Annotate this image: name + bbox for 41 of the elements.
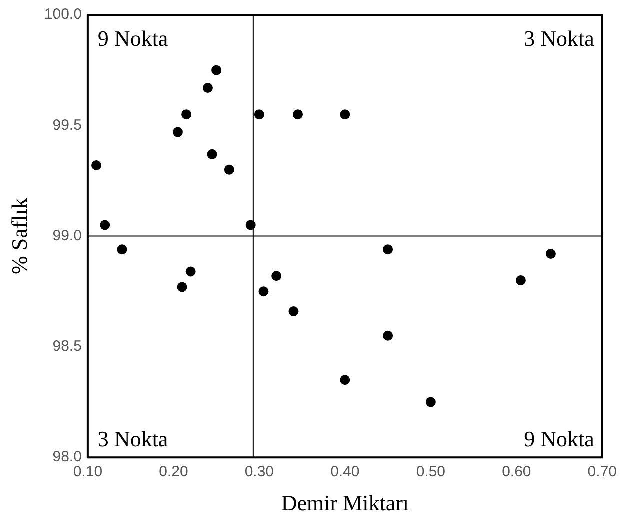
point	[546, 249, 556, 260]
point	[426, 397, 436, 408]
point	[272, 271, 282, 282]
point	[172, 127, 183, 138]
y-tick-label: 98.0	[52, 448, 82, 466]
annotation: 3 Nokta	[524, 26, 595, 51]
point	[383, 244, 394, 255]
x-tick-label: 0.60	[502, 464, 532, 481]
annotation: 9 Nokta	[98, 26, 168, 51]
point	[224, 164, 234, 175]
point	[340, 110, 350, 120]
point	[288, 306, 299, 317]
point	[100, 220, 110, 230]
x-tick-label: 0.70	[588, 464, 618, 481]
point	[117, 244, 128, 255]
point	[516, 276, 526, 286]
annotation: 9 Nokta	[524, 426, 595, 452]
point	[177, 282, 188, 292]
point	[202, 83, 213, 94]
y-tick-label: 99.5	[52, 116, 82, 134]
x-tick-label: 0.30	[244, 464, 274, 481]
point	[207, 149, 218, 160]
point	[254, 110, 264, 120]
point	[258, 286, 269, 297]
y-tick-label: 98.5	[52, 338, 82, 356]
point	[182, 110, 192, 120]
x-tick-label: 0.40	[330, 464, 360, 481]
point	[383, 330, 394, 341]
x-tick-label: 0.50	[416, 464, 446, 481]
point	[340, 375, 350, 386]
point	[186, 266, 196, 277]
y-axis-title: % Saflık	[6, 198, 32, 274]
point	[212, 65, 222, 76]
x-tick-label: 0.10	[73, 464, 103, 481]
point	[293, 110, 304, 120]
y-tick-label: 99.0	[52, 227, 82, 244]
point	[92, 160, 102, 170]
x-tick-label: 0.20	[159, 464, 188, 481]
annotation: 3 Nokta	[98, 426, 168, 452]
y-tick-label: 100.0	[44, 6, 82, 24]
x-axis-title: Demir Miktarı	[281, 490, 410, 516]
